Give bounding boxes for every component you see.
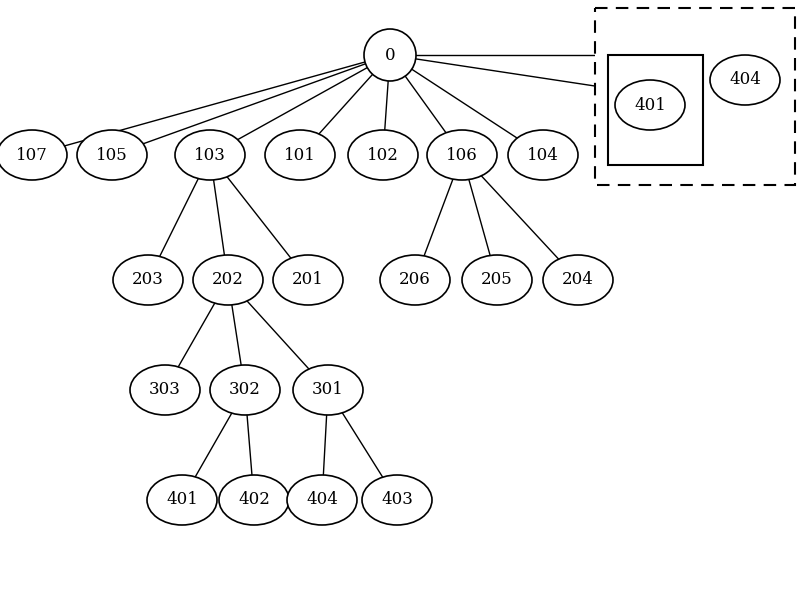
- Ellipse shape: [210, 365, 280, 415]
- Text: 202: 202: [212, 271, 244, 289]
- Ellipse shape: [219, 475, 289, 525]
- Ellipse shape: [0, 130, 67, 180]
- Ellipse shape: [273, 255, 343, 305]
- Bar: [608, 55, 703, 165]
- Ellipse shape: [362, 475, 432, 525]
- Ellipse shape: [427, 130, 497, 180]
- Text: 201: 201: [292, 271, 324, 289]
- Text: 101: 101: [284, 147, 316, 164]
- Ellipse shape: [193, 255, 263, 305]
- Text: 107: 107: [16, 147, 48, 164]
- Text: 404: 404: [306, 492, 338, 509]
- Text: 403: 403: [381, 492, 413, 509]
- Bar: [595, 8, 795, 185]
- Ellipse shape: [348, 130, 418, 180]
- Text: 303: 303: [149, 382, 181, 398]
- Ellipse shape: [175, 130, 245, 180]
- Ellipse shape: [77, 130, 147, 180]
- Ellipse shape: [710, 55, 780, 105]
- Ellipse shape: [265, 130, 335, 180]
- Text: 105: 105: [96, 147, 128, 164]
- Text: 302: 302: [229, 382, 261, 398]
- Text: 402: 402: [238, 492, 270, 509]
- Text: 106: 106: [446, 147, 478, 164]
- Text: 205: 205: [481, 271, 513, 289]
- Text: 102: 102: [367, 147, 399, 164]
- Text: 103: 103: [194, 147, 226, 164]
- Text: 301: 301: [312, 382, 344, 398]
- Text: 206: 206: [399, 271, 431, 289]
- Ellipse shape: [113, 255, 183, 305]
- Text: 104: 104: [527, 147, 559, 164]
- Ellipse shape: [287, 475, 357, 525]
- Text: 404: 404: [729, 71, 761, 89]
- Ellipse shape: [508, 130, 578, 180]
- Text: 401: 401: [634, 96, 666, 113]
- Text: 0: 0: [385, 47, 395, 63]
- Ellipse shape: [130, 365, 200, 415]
- Text: 401: 401: [166, 492, 198, 509]
- Ellipse shape: [364, 29, 416, 81]
- Ellipse shape: [147, 475, 217, 525]
- Text: 204: 204: [562, 271, 594, 289]
- Ellipse shape: [615, 80, 685, 130]
- Ellipse shape: [543, 255, 613, 305]
- Text: 203: 203: [132, 271, 164, 289]
- Ellipse shape: [380, 255, 450, 305]
- Ellipse shape: [462, 255, 532, 305]
- Ellipse shape: [293, 365, 363, 415]
